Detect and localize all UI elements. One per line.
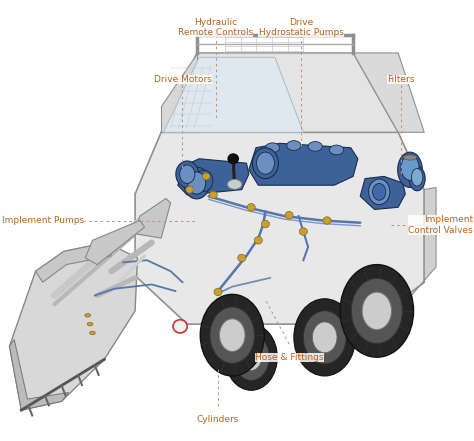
Ellipse shape: [214, 288, 222, 295]
Ellipse shape: [401, 155, 419, 180]
Polygon shape: [135, 198, 171, 238]
Ellipse shape: [403, 155, 417, 160]
Ellipse shape: [85, 314, 91, 317]
Ellipse shape: [362, 292, 392, 330]
Ellipse shape: [180, 165, 195, 183]
Ellipse shape: [210, 191, 217, 198]
Ellipse shape: [210, 307, 255, 363]
Text: Hose & Fittings: Hose & Fittings: [255, 353, 323, 362]
Ellipse shape: [241, 344, 262, 370]
Ellipse shape: [228, 154, 238, 164]
Ellipse shape: [256, 152, 274, 174]
Ellipse shape: [233, 334, 269, 380]
Polygon shape: [135, 132, 424, 324]
Ellipse shape: [265, 143, 280, 153]
Ellipse shape: [287, 141, 301, 150]
Ellipse shape: [200, 295, 264, 376]
Ellipse shape: [247, 203, 255, 211]
Ellipse shape: [303, 311, 346, 364]
Polygon shape: [249, 143, 358, 185]
Text: Drive Motors: Drive Motors: [154, 75, 211, 84]
Ellipse shape: [90, 331, 95, 335]
Ellipse shape: [262, 220, 269, 228]
Polygon shape: [9, 243, 137, 410]
Polygon shape: [353, 53, 424, 132]
Ellipse shape: [87, 322, 93, 326]
Polygon shape: [178, 159, 249, 195]
Ellipse shape: [369, 179, 390, 205]
Ellipse shape: [308, 142, 322, 151]
Ellipse shape: [183, 167, 210, 199]
Text: Filters: Filters: [387, 75, 414, 84]
Ellipse shape: [351, 278, 402, 344]
Ellipse shape: [373, 183, 386, 200]
Ellipse shape: [252, 148, 279, 179]
Text: Hydraulic
Remote Controls: Hydraulic Remote Controls: [178, 18, 253, 37]
Ellipse shape: [294, 299, 356, 376]
Text: Implement
Control Valves: Implement Control Valves: [408, 215, 473, 235]
Ellipse shape: [225, 324, 277, 390]
Ellipse shape: [285, 211, 293, 219]
Text: Drive
Hydrostatic Pumps: Drive Hydrostatic Pumps: [258, 18, 344, 37]
Text: Implement Pumps: Implement Pumps: [2, 216, 84, 225]
Ellipse shape: [340, 265, 413, 357]
Polygon shape: [9, 340, 69, 410]
Ellipse shape: [228, 179, 242, 189]
Polygon shape: [161, 53, 197, 132]
Ellipse shape: [255, 236, 263, 244]
Polygon shape: [161, 53, 398, 132]
Polygon shape: [85, 220, 145, 265]
Polygon shape: [360, 176, 405, 209]
Ellipse shape: [398, 152, 422, 187]
Ellipse shape: [329, 145, 344, 155]
Ellipse shape: [195, 170, 213, 191]
Ellipse shape: [312, 322, 337, 353]
Ellipse shape: [411, 168, 423, 186]
Polygon shape: [164, 57, 303, 132]
Ellipse shape: [176, 161, 199, 187]
Ellipse shape: [409, 167, 425, 191]
Polygon shape: [36, 243, 111, 282]
Ellipse shape: [202, 173, 210, 180]
Ellipse shape: [323, 217, 331, 224]
Ellipse shape: [186, 186, 193, 193]
Ellipse shape: [188, 172, 206, 194]
Ellipse shape: [173, 320, 187, 333]
Polygon shape: [370, 187, 436, 324]
Ellipse shape: [219, 319, 245, 351]
Ellipse shape: [300, 228, 307, 235]
Text: Cylinders: Cylinders: [197, 415, 239, 423]
Ellipse shape: [237, 254, 246, 262]
